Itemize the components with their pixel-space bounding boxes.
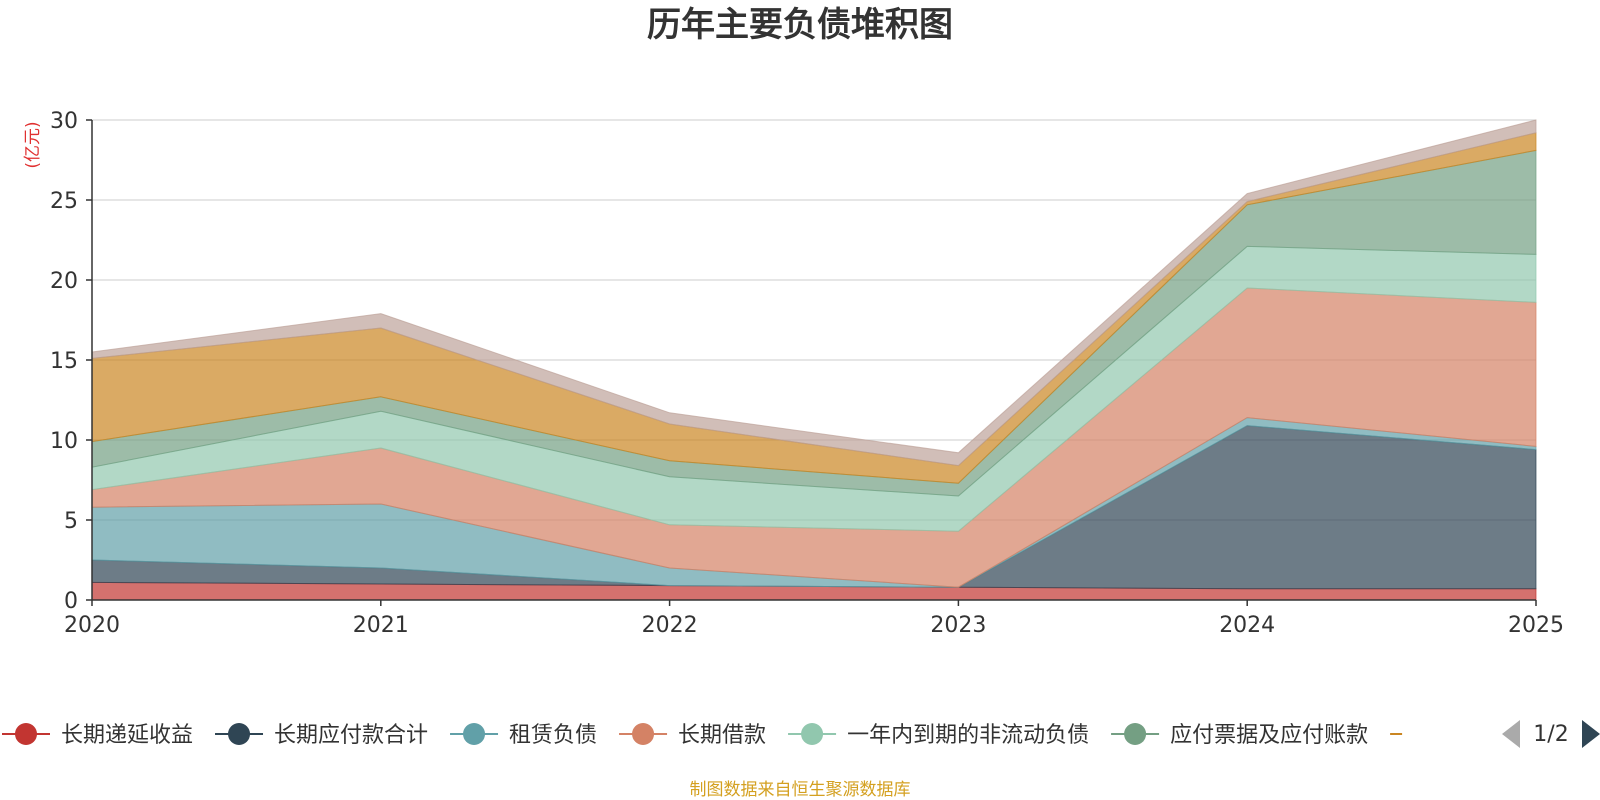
legend-marker-1 [228,723,251,745]
source-note: 制图数据来自恒生聚源数据库 [690,780,911,800]
y-tick-label-6: 30 [50,109,78,134]
legend-item-2[interactable]: 租赁负债 [450,723,597,748]
legend-label-2: 租赁负债 [509,723,597,748]
legend-item-0[interactable]: 长期递延收益 [2,723,193,748]
x-tick-label-2: 2022 [642,613,698,638]
y-tick-label-2: 10 [50,429,78,454]
legend-marker-2 [463,723,486,745]
legend-pager[interactable]: 1/2 [1502,720,1600,748]
legend-marker-4 [801,723,824,745]
legend-label-1: 长期应付款合计 [274,723,428,748]
x-tick-labels: 2020 2021 2022 2023 2024 2025 [64,600,1564,638]
y-tick-labels: 0 5 10 15 20 25 30 [50,109,92,614]
chart-title: 历年主要负债堆积图 [647,5,953,45]
legend-label-5: 应付票据及应付账款 [1170,723,1368,748]
legend-item-4[interactable]: 一年内到期的非流动负债 [788,723,1089,748]
x-tick-label-4: 2024 [1219,613,1275,638]
legend-next-icon[interactable] [1582,720,1600,748]
legend-page-indicator: 1/2 [1533,722,1568,747]
legend-item-1[interactable]: 长期应付款合计 [215,723,428,748]
y-tick-label-1: 5 [64,509,78,534]
legend-label-3: 长期借款 [678,723,766,748]
legend-marker-3 [632,723,655,745]
legend-marker-0 [15,723,37,745]
area-series-7[interactable] [91,119,1537,467]
legend-label-0: 长期递延收益 [61,723,193,748]
x-tick-label-0: 2020 [64,613,120,638]
legend[interactable]: 长期递延收益 长期应付款合计 租赁负债 长期借款 一年内到期的非流动负债 应付票据及应付账… [2,723,1403,748]
legend-prev-icon[interactable] [1502,720,1520,748]
y-axis-label: (亿元) [23,121,43,168]
legend-item-3[interactable]: 长期借款 [619,723,766,748]
area-series-group [91,119,1537,601]
y-tick-label-4: 20 [50,269,78,294]
legend-item-5[interactable]: 应付票据及应付账款 [1111,723,1368,748]
x-tick-label-5: 2025 [1508,613,1564,638]
legend-label-4: 一年内到期的非流动负债 [847,723,1089,748]
y-tick-label-3: 15 [50,349,78,374]
legend-marker-5 [1124,723,1147,745]
y-tick-label-0: 0 [64,589,78,614]
x-tick-label-3: 2023 [930,613,986,638]
y-tick-label-5: 25 [50,189,78,214]
x-tick-label-1: 2021 [353,613,409,638]
